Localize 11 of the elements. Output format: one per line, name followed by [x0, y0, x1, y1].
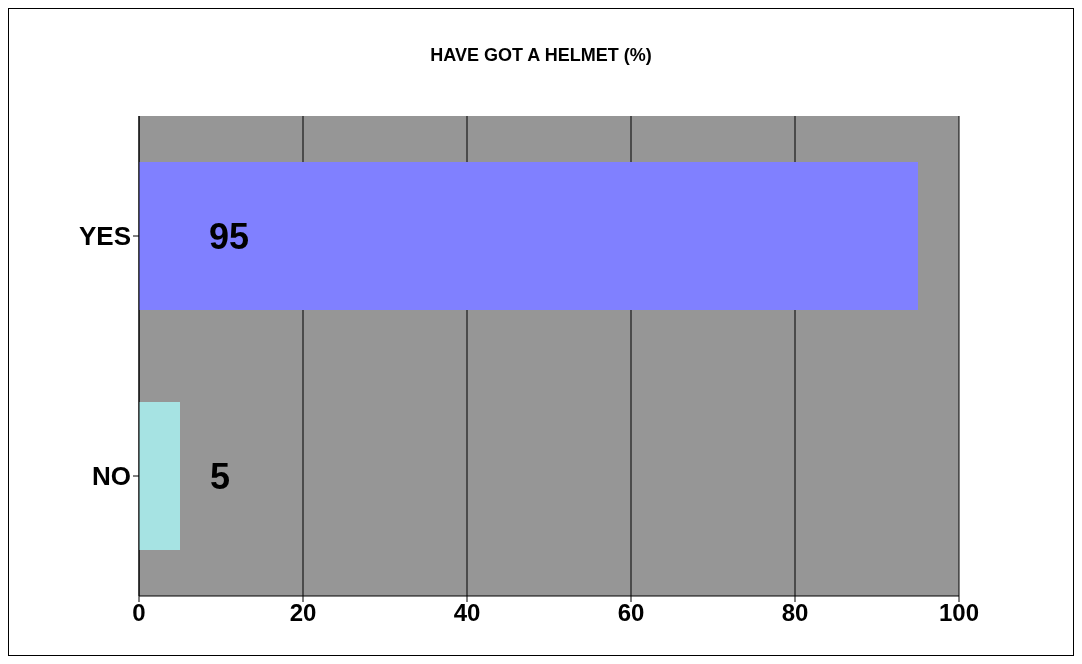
y-tick-label: YES	[78, 221, 131, 252]
x-tick-label: 40	[453, 599, 481, 627]
x-tick-label: 20	[289, 599, 317, 627]
x-tick-label: 80	[781, 599, 809, 627]
chart-title: HAVE GOT A HELMET (%)	[429, 45, 653, 66]
y-tick-label: NO	[92, 461, 131, 492]
data-label: 95	[208, 215, 250, 257]
x-tick-label: 60	[617, 599, 645, 627]
x-tick-label: 100	[938, 599, 980, 627]
data-label: 5	[209, 455, 231, 497]
x-tick-label: 0	[132, 599, 146, 627]
